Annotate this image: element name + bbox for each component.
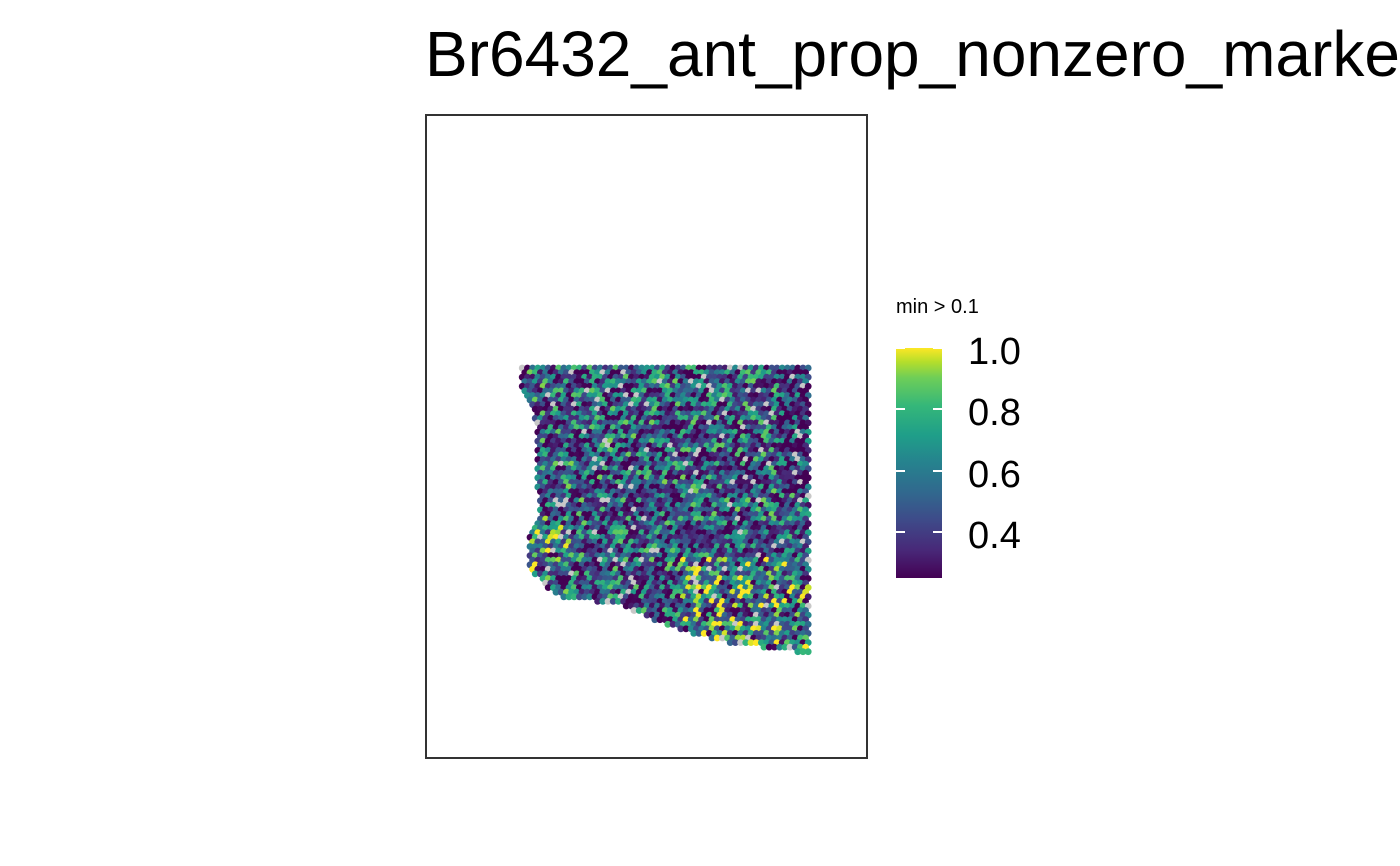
spot-point (586, 593, 594, 601)
spot-point (690, 630, 698, 637)
chart-title: Br6432_ant_prop_nonzero_marke (425, 18, 1400, 90)
spot-point (776, 643, 783, 651)
spot-point (771, 643, 778, 651)
spot-point (651, 616, 659, 624)
spot-point (581, 593, 588, 601)
spot-point (747, 639, 755, 646)
spot-point (531, 570, 539, 578)
spot-point (599, 598, 607, 605)
tick-label-0-8: 0.8 (968, 392, 1021, 434)
tick-label-1-0: 1.0 (968, 331, 1021, 373)
spot-point (643, 611, 651, 619)
spot-point (726, 639, 734, 646)
spot-point (609, 598, 617, 605)
spot-scatter (518, 364, 812, 656)
spot-point (695, 630, 703, 637)
spot-point (708, 634, 716, 642)
spot-point (732, 639, 739, 646)
spot-point (737, 639, 744, 646)
spot-point (713, 634, 721, 642)
spot-point (565, 593, 573, 601)
spot-point (804, 648, 812, 656)
spot-point (752, 639, 760, 646)
colorbar (896, 347, 942, 578)
spot-point (760, 643, 768, 651)
spot-point (576, 593, 583, 601)
spot-point (635, 607, 643, 614)
spot-point (682, 625, 690, 633)
spot-point (560, 593, 568, 601)
spot-point (669, 620, 677, 628)
spot-point (677, 625, 685, 633)
spot-point (799, 648, 807, 656)
spot-point (781, 643, 789, 651)
spot-point (552, 588, 560, 596)
spot-point (700, 630, 708, 637)
spot-point (719, 634, 726, 642)
plot-panel (425, 114, 868, 759)
legend-title: min > 0.1 (896, 296, 979, 318)
spot-point (630, 607, 638, 614)
spot-point (786, 643, 794, 651)
spot-point (622, 602, 630, 610)
spot-point (594, 598, 601, 605)
spot-point (742, 639, 750, 646)
spot-point (664, 620, 672, 628)
tick-label-0-6: 0.6 (968, 454, 1021, 496)
tick-label-0-4: 0.4 (968, 515, 1021, 557)
spot-point (604, 598, 612, 605)
spot-point (765, 643, 773, 651)
spot-point (794, 648, 802, 656)
spot-point (615, 598, 622, 605)
spot-point (656, 616, 664, 624)
colorbar-legend: min > 0.1 1.0 0.8 0.6 0.4 (896, 296, 1056, 596)
spot-point (570, 593, 578, 601)
spot-point (544, 584, 552, 591)
